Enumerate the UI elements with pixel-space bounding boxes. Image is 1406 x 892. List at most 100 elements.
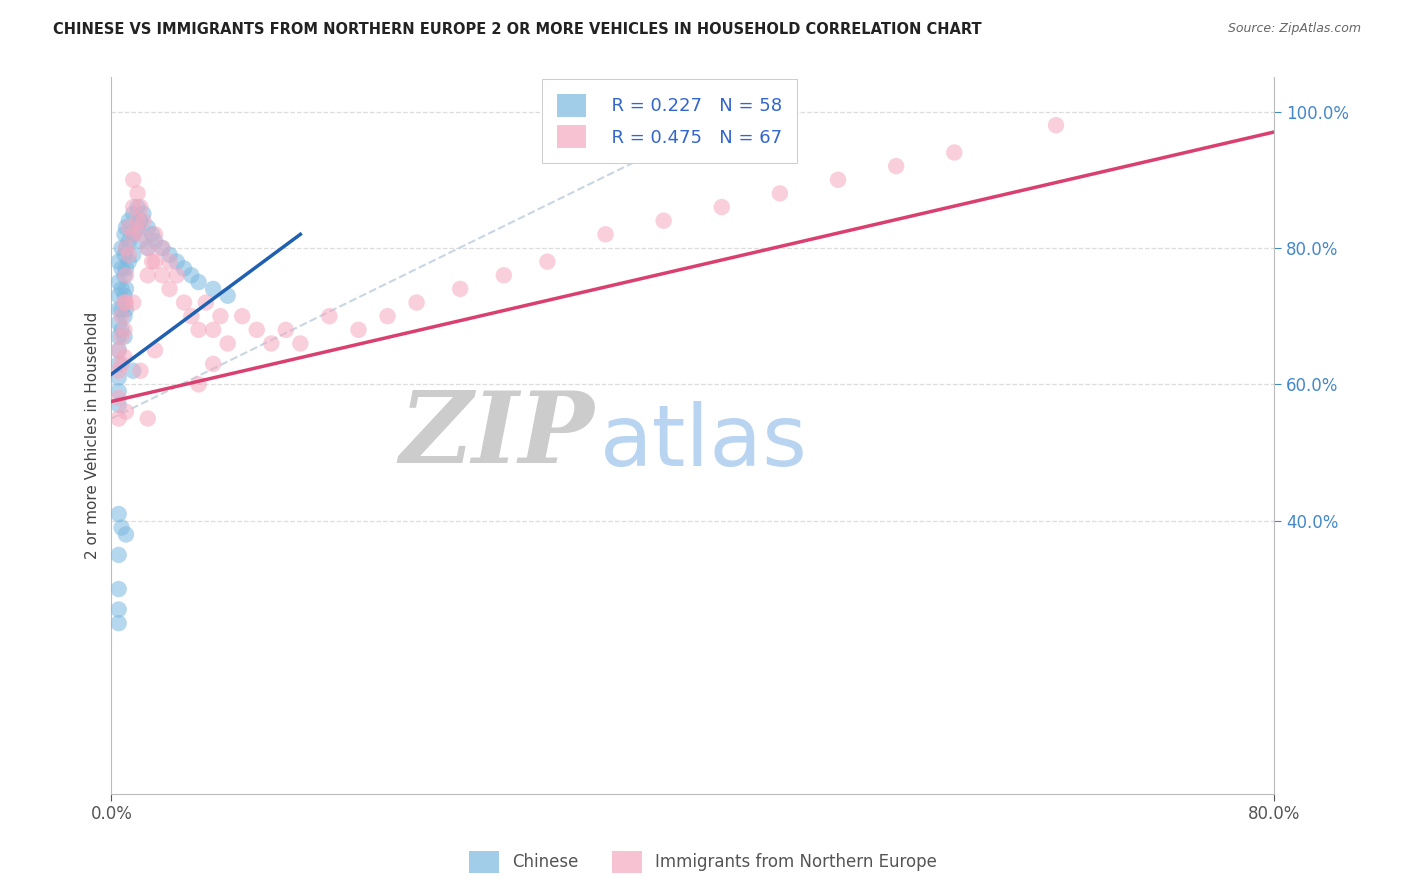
Point — [136, 241, 159, 255]
Point — [107, 411, 129, 425]
Point — [129, 234, 152, 248]
Point — [110, 282, 132, 296]
Point — [127, 213, 149, 227]
Point — [110, 241, 132, 255]
Point — [159, 248, 181, 262]
Point — [194, 295, 217, 310]
Point — [107, 507, 129, 521]
Point — [107, 616, 129, 631]
Point — [115, 261, 138, 276]
Point — [202, 282, 225, 296]
Point — [136, 268, 159, 283]
Point — [318, 309, 340, 323]
Point — [114, 248, 136, 262]
Point — [122, 248, 145, 262]
Point — [132, 213, 155, 227]
Point — [377, 309, 399, 323]
Point — [159, 282, 181, 296]
Point — [943, 145, 966, 160]
Point — [107, 329, 129, 343]
Point — [143, 254, 166, 268]
Point — [114, 323, 136, 337]
Point — [107, 316, 129, 330]
Point — [150, 268, 173, 283]
Point — [115, 241, 138, 255]
Point — [114, 350, 136, 364]
Point — [107, 343, 129, 358]
Point — [136, 411, 159, 425]
Point — [115, 282, 138, 296]
Point — [114, 227, 136, 242]
Point — [118, 234, 141, 248]
Point — [143, 227, 166, 242]
Point — [107, 602, 129, 616]
Point — [127, 200, 149, 214]
Point — [536, 254, 558, 268]
Point — [114, 289, 136, 303]
Point — [115, 268, 138, 283]
Point — [150, 241, 173, 255]
Point — [122, 200, 145, 214]
Point — [110, 302, 132, 317]
Point — [115, 405, 138, 419]
Point — [347, 323, 370, 337]
Point — [405, 295, 427, 310]
Point — [107, 370, 129, 384]
Point — [274, 323, 297, 337]
Point — [652, 213, 675, 227]
Point — [136, 241, 159, 255]
Point — [129, 200, 152, 214]
Text: atlas: atlas — [600, 401, 807, 484]
Point — [110, 261, 132, 276]
Point — [166, 268, 188, 283]
Point — [107, 343, 129, 358]
Point — [107, 548, 129, 562]
Point — [107, 364, 129, 378]
Point — [595, 227, 617, 242]
Point — [246, 323, 269, 337]
Point — [132, 207, 155, 221]
Point — [710, 200, 733, 214]
Point — [115, 302, 138, 317]
Point — [180, 268, 202, 283]
Point — [114, 268, 136, 283]
Point — [884, 159, 907, 173]
Point — [129, 227, 152, 242]
Point — [187, 377, 209, 392]
Point — [1045, 118, 1067, 132]
Point — [202, 323, 225, 337]
Point — [187, 323, 209, 337]
Point — [159, 254, 181, 268]
Point — [115, 241, 138, 255]
Legend: Chinese, Immigrants from Northern Europe: Chinese, Immigrants from Northern Europe — [463, 845, 943, 880]
Point — [136, 220, 159, 235]
Y-axis label: 2 or more Vehicles in Household: 2 or more Vehicles in Household — [86, 312, 100, 559]
Point — [118, 254, 141, 268]
Legend:   R = 0.227   N = 58,   R = 0.475   N = 67: R = 0.227 N = 58, R = 0.475 N = 67 — [543, 79, 797, 162]
Point — [107, 289, 129, 303]
Point — [290, 336, 312, 351]
Point — [115, 527, 138, 541]
Point — [202, 357, 225, 371]
Point — [110, 357, 132, 371]
Text: CHINESE VS IMMIGRANTS FROM NORTHERN EUROPE 2 OR MORE VEHICLES IN HOUSEHOLD CORRE: CHINESE VS IMMIGRANTS FROM NORTHERN EURO… — [53, 22, 981, 37]
Point — [173, 261, 195, 276]
Point — [107, 391, 129, 405]
Point — [107, 275, 129, 289]
Point — [143, 234, 166, 248]
Point — [122, 227, 145, 242]
Point — [129, 364, 152, 378]
Point — [260, 336, 283, 351]
Point — [217, 289, 239, 303]
Point — [827, 173, 849, 187]
Point — [118, 248, 141, 262]
Point — [122, 295, 145, 310]
Point — [141, 254, 163, 268]
Point — [231, 309, 253, 323]
Point — [122, 173, 145, 187]
Point — [217, 336, 239, 351]
Point — [129, 213, 152, 227]
Text: ZIP: ZIP — [399, 387, 593, 483]
Point — [110, 309, 132, 323]
Point — [115, 295, 138, 310]
